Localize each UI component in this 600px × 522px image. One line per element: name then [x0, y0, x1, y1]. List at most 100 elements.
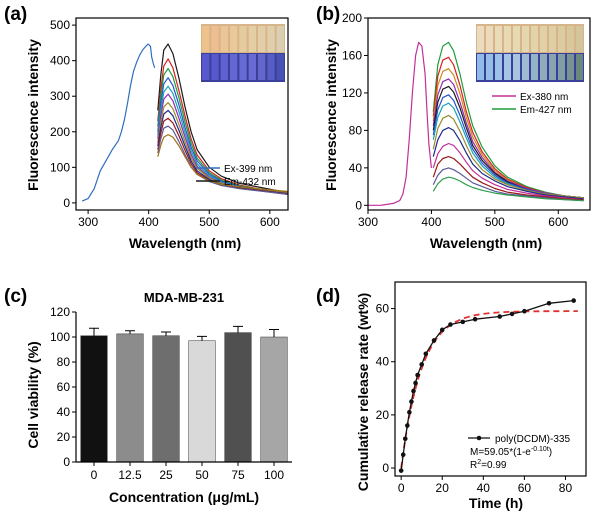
bar-c: [224, 332, 252, 463]
a-ytick-label: 0: [63, 196, 70, 210]
spectrum-line-a: [157, 134, 289, 193]
b-ytick-label: 200: [342, 11, 362, 25]
inset-photo-a: [201, 24, 285, 82]
inset-photo-b-vial-bottom: [495, 54, 502, 80]
data-point-d: [509, 311, 515, 317]
spectrum-line-b: [432, 126, 584, 200]
legend-label-b: Ex-380 nm: [520, 92, 568, 103]
inset-photo-b-vial-top: [504, 26, 511, 52]
inset-photo-b-vial-top: [531, 26, 538, 52]
inset-photo-a-vial-top: [258, 26, 266, 52]
ylabel-a: Fluorescence intensity: [25, 39, 41, 191]
data-point-d: [423, 351, 429, 357]
legend-label-a: Ex-399 nm: [224, 164, 272, 175]
d-xtick-label: 40: [477, 481, 491, 495]
d-ytick-label: 20: [376, 408, 390, 422]
legend-label-b: Em-427 nm: [520, 105, 572, 116]
spectrum-line-a: [157, 43, 289, 193]
inset-photo-a-vial-bottom: [248, 54, 256, 80]
spectrum-line-b: [432, 176, 584, 202]
spectrum-line-b: [432, 102, 584, 199]
data-point-d: [413, 380, 418, 386]
inset-photo-a-vial-bottom: [276, 54, 284, 80]
inset-photo-b-vial-top: [477, 26, 484, 52]
inset-photo-a-vial-top: [202, 26, 210, 52]
spectrum-line-b: [432, 78, 584, 199]
inset-photo-b-vial-bottom: [531, 54, 538, 80]
data-point-d: [419, 362, 424, 367]
panel-label-a: (a): [4, 4, 27, 25]
inset-photo-b-vial-top: [567, 26, 574, 52]
ylabel-d: Cumulative release rate (wt%): [355, 293, 371, 491]
a-xtick-label: 400: [139, 215, 159, 229]
d-xtick-label: 80: [559, 481, 573, 495]
fit-curve-d: [400, 310, 578, 469]
inset-photo-a-vial-top: [267, 26, 275, 52]
bar-c: [80, 335, 108, 463]
xlabel-a: Wavelength (nm): [129, 235, 241, 251]
inset-photo-b-vial-bottom: [513, 54, 520, 80]
legend-label-a: Em-432 nm: [224, 177, 276, 188]
d-xtick-label: 20: [436, 481, 450, 495]
data-point-d: [571, 298, 576, 303]
legend-marker-d: [476, 435, 482, 441]
inset-photo-b-vial-top: [495, 26, 502, 52]
xlabel-b: Wavelength (nm): [430, 235, 542, 251]
inset-photo-b-vial-top: [549, 26, 556, 52]
b-ytick-label: 40: [349, 161, 363, 175]
title-c: MDA-MB-231: [144, 290, 224, 305]
c-ytick-label: 80: [57, 355, 71, 369]
b-xtick-label: 500: [485, 215, 505, 229]
data-point-d: [411, 388, 416, 394]
data-point-d: [402, 436, 408, 442]
bar-c: [116, 333, 144, 463]
bar-c: [188, 340, 216, 463]
spectrum-line-b: [432, 156, 584, 201]
data-point-d: [460, 319, 466, 325]
panel-label-d: (d): [316, 286, 340, 307]
c-ytick-label: 40: [57, 405, 71, 419]
c-xtick-label: 100: [264, 468, 284, 482]
c-xtick-label: 75: [231, 468, 245, 482]
inset-photo-a-vial-bottom: [211, 54, 219, 80]
inset-photo-a-vial-bottom: [202, 54, 210, 80]
plot-frame-b: [367, 17, 591, 211]
inset-photo-a-vial-top: [248, 26, 256, 52]
r-squared-text-d: R2=0.99: [470, 459, 507, 471]
b-ytick-label: 120: [342, 86, 362, 100]
inset-photo-b-vial-bottom: [549, 54, 556, 80]
xlabel-c: Concentration (μg/mL): [109, 489, 259, 505]
xlabel-d: Time (h): [469, 495, 523, 511]
c-xtick-label: 25: [159, 468, 173, 482]
inset-photo-a-vial-bottom: [267, 54, 275, 80]
c-ytick-label: 120: [50, 305, 70, 319]
b-ytick-label: 160: [342, 48, 362, 62]
c-xtick-label: 50: [195, 468, 209, 482]
spectrum-line-b: [432, 142, 584, 201]
equation-text-d: M=59.05*(1-e-0.10t): [470, 446, 552, 458]
spectrum-line-b: [432, 41, 584, 199]
inset-photo-a-vial-top: [211, 26, 219, 52]
data-point-d: [522, 308, 527, 314]
plot-frame-d: [394, 281, 587, 477]
data-point-d: [431, 338, 437, 343]
inset-photo-b-vial-bottom: [567, 54, 574, 80]
inset-photo-b-vial-top: [540, 26, 547, 52]
data-point-d: [472, 316, 478, 322]
data-point-d: [407, 409, 412, 415]
inset-photo-b-vial-top: [486, 26, 493, 52]
data-point-d: [398, 468, 404, 473]
data-point-d: [405, 423, 410, 428]
a-xtick-label: 300: [78, 215, 98, 229]
inset-photo-b-bottom: [476, 53, 584, 82]
c-ytick-label: 0: [63, 455, 70, 469]
c-ytick-label: 20: [57, 430, 71, 444]
a-ytick-label: 300: [50, 89, 70, 103]
d-ytick-label: 60: [376, 302, 390, 316]
legend-label-d: poly(DCDM)-335: [495, 434, 570, 445]
ylabel-b: Fluorescence intensity: [323, 39, 339, 191]
inset-photo-b-vial-top: [513, 26, 520, 52]
